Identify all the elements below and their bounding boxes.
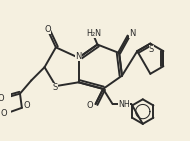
Text: O: O xyxy=(23,101,30,110)
Text: S: S xyxy=(149,45,154,54)
Text: O: O xyxy=(44,25,51,34)
Text: N: N xyxy=(129,29,136,38)
Text: N: N xyxy=(75,52,82,61)
Text: O: O xyxy=(0,94,4,103)
Text: S: S xyxy=(52,82,58,92)
Text: H₂N: H₂N xyxy=(86,29,101,38)
Text: NH: NH xyxy=(118,101,130,109)
Text: O: O xyxy=(87,101,93,110)
Text: O: O xyxy=(1,109,7,118)
